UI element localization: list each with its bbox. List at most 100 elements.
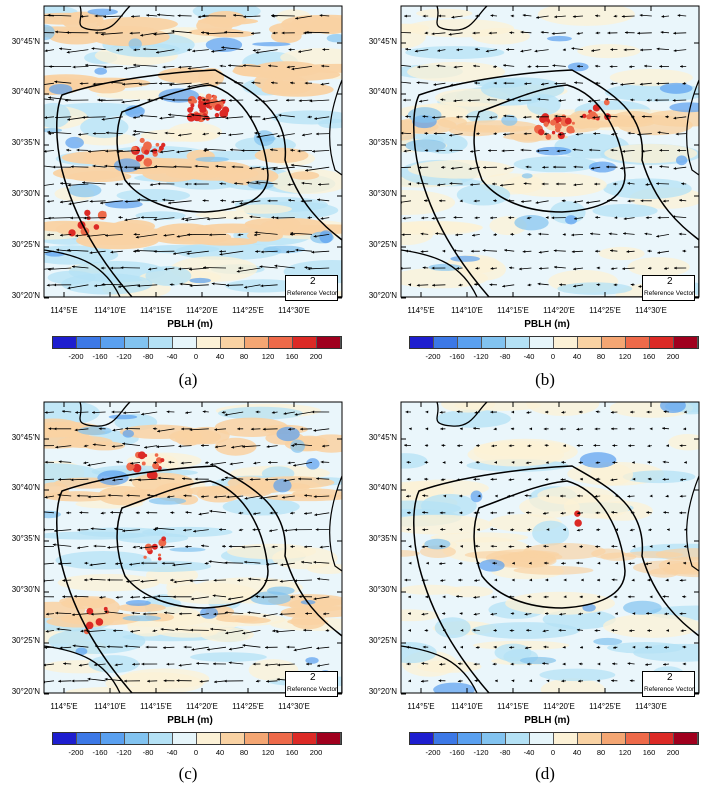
wind-vector-head	[408, 544, 412, 548]
wind-vector-head	[577, 511, 580, 515]
wind-vector-head	[166, 495, 170, 499]
wind-vector-head	[576, 32, 580, 35]
wind-vector-head	[224, 611, 228, 615]
wind-vector-head	[477, 494, 481, 498]
wind-vector-head	[551, 32, 555, 35]
wind-vector-head	[645, 183, 649, 186]
wind-vector-head	[161, 561, 165, 565]
inner-boundary	[473, 480, 626, 609]
hot-spot	[550, 119, 557, 126]
wind-vector-head	[641, 149, 645, 153]
reference-vector-label: Reference Vector	[644, 686, 695, 693]
field-patch	[519, 496, 580, 519]
wind-vector	[290, 232, 313, 235]
wind-vector	[219, 250, 244, 256]
wind-vector-head	[677, 148, 680, 152]
wind-vector-head	[255, 180, 259, 184]
wind-vector	[259, 266, 278, 269]
wind-vector	[272, 166, 295, 170]
wind-vector-head	[249, 115, 252, 119]
wind-vector-head	[475, 645, 479, 649]
wind-vector-head	[304, 545, 307, 549]
wind-vector-head	[440, 528, 443, 531]
wind-vector-head	[578, 410, 582, 414]
wind-vector-head	[192, 49, 196, 53]
warm-band	[215, 615, 261, 623]
wind-vector-head	[231, 165, 235, 169]
wind-vector-head	[563, 544, 567, 548]
wind-vector-head	[291, 67, 295, 71]
wind-vector	[307, 267, 330, 270]
wind-vector-head	[483, 166, 486, 169]
wind-vector-head	[424, 477, 427, 481]
wind-vector-head	[111, 410, 115, 414]
wind-vector	[256, 133, 278, 138]
wind-vector-head	[300, 199, 304, 203]
wind-vector-head	[190, 628, 193, 632]
wind-vector-head	[632, 544, 636, 548]
wind-vector	[242, 644, 261, 648]
wind-vector-head	[53, 283, 57, 287]
wind-vector	[66, 49, 89, 53]
wind-vector-head	[595, 14, 598, 18]
wind-vector	[293, 443, 313, 446]
wind-vector-head	[449, 148, 452, 152]
colorbar-tick-label: -120	[473, 748, 489, 757]
wind-vector-head	[140, 579, 144, 583]
wind-vector-head	[627, 662, 631, 665]
wind-vector-head	[79, 82, 83, 85]
wind-vector-head	[459, 494, 462, 498]
warm-band	[205, 10, 246, 28]
wind-vector-head	[573, 284, 577, 288]
wind-vector-head	[596, 266, 600, 270]
wind-vector-head	[229, 462, 233, 466]
wind-vector-head	[536, 149, 540, 153]
wind-vector	[87, 462, 106, 466]
wind-vector-head	[534, 49, 538, 53]
wind-vector-head	[424, 444, 428, 447]
wind-vector-head	[78, 663, 82, 667]
wind-vector-head	[527, 232, 531, 236]
wind-vector-head	[295, 16, 299, 20]
wind-vector	[100, 32, 123, 35]
wind-vector-head	[473, 662, 477, 666]
outer-boundary	[413, 465, 699, 693]
wind-vector-head	[39, 164, 42, 167]
cool-patch	[252, 42, 291, 47]
colorbar-tick-label: 80	[239, 748, 249, 757]
wind-vector-head	[588, 99, 591, 103]
wind-vector-head	[509, 645, 512, 649]
colorbar-ticks: -200 -160 -120 -80 -40 0 40 80 120 160 200	[0, 352, 356, 364]
wind-vector-head	[107, 578, 111, 582]
cool-patch	[669, 102, 699, 113]
wind-vector-head	[546, 528, 550, 532]
wind-vector	[68, 200, 89, 205]
wind-vector-head	[99, 98, 103, 102]
hot-spot	[212, 95, 218, 100]
wind-vector-head	[645, 663, 648, 666]
wind-vector-head	[405, 47, 408, 51]
wind-vector-head	[41, 478, 44, 481]
wind-vector-head	[644, 64, 647, 68]
wind-vector-head	[613, 283, 617, 287]
wind-vector-head	[425, 595, 428, 599]
wind-vector-head	[453, 216, 457, 219]
map-panel-b: 30°45'N 30°40'N 30°35'N 30°30'N 30°25'N …	[357, 0, 713, 396]
cool-patch	[514, 215, 549, 231]
map-panel-d: 30°45'N 30°40'N 30°35'N 30°30'N 30°25'N …	[357, 396, 713, 792]
cool-patch	[579, 452, 617, 468]
wind-vector-head	[627, 494, 631, 498]
wind-vector-head	[55, 116, 58, 119]
wind-vector-head	[508, 216, 512, 220]
wind-vector-head	[47, 216, 51, 220]
wind-vector-head	[422, 115, 426, 118]
wind-vector-head	[140, 215, 144, 219]
wind-vector-head	[662, 199, 666, 203]
wind-vector	[101, 116, 123, 121]
wind-vector-head	[139, 114, 143, 118]
wind-vector-head	[594, 64, 598, 68]
wind-vector-head	[474, 216, 478, 220]
wind-vector-head	[554, 15, 557, 19]
hot-spot	[103, 606, 108, 611]
wind-vector-head	[323, 612, 326, 616]
